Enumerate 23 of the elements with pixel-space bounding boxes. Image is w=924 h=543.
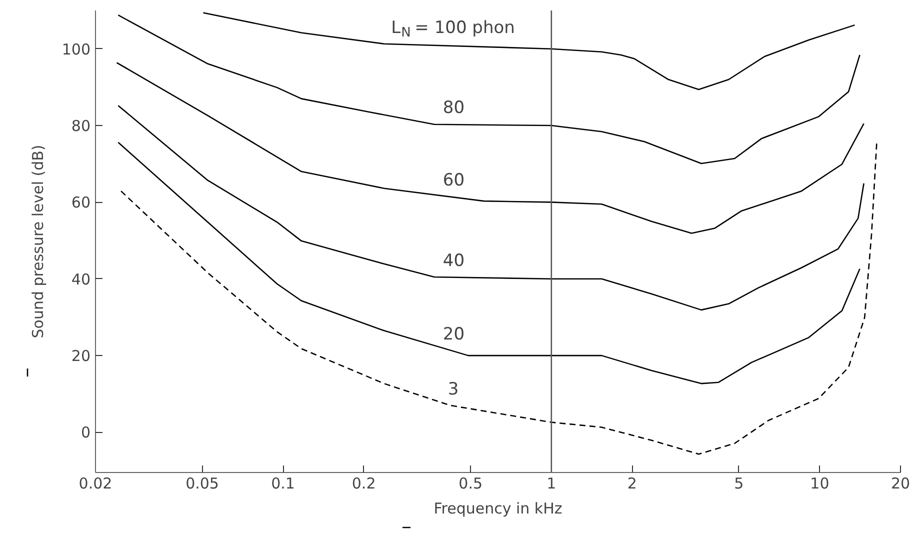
x-tick-label: 0.02 [78,474,112,492]
y-tick-label: 0 [80,424,91,442]
x-axis-title: Frequency in kHz [434,500,562,518]
x-tick-label: 0.1 [271,474,295,492]
y-tick-label: 40 [71,270,91,288]
y-axis-title: Sound pressure level (dB) [28,144,47,338]
y-tick-label: 60 [71,194,91,212]
x-tick-label: 0.2 [352,474,376,492]
x-tick-label: 10 [810,474,830,492]
series-label: 60 [442,170,465,191]
series-label: 40 [442,250,465,271]
x-tick-label: 0.5 [458,474,483,492]
x-tick-label: 2 [627,474,637,492]
y-tick-label: 100 [62,40,91,58]
series-label: 3 [448,379,459,400]
y-tick-label: 20 [71,347,91,366]
x-tick-label: 5 [734,474,744,492]
y-tick-label: 80 [71,117,91,136]
series-label: 20 [442,324,465,345]
x-tick-label: 20 [890,474,910,492]
x-tick-label: 0.05 [186,474,219,492]
x-tick-label: 1 [546,474,556,492]
series-label: 80 [442,98,465,118]
